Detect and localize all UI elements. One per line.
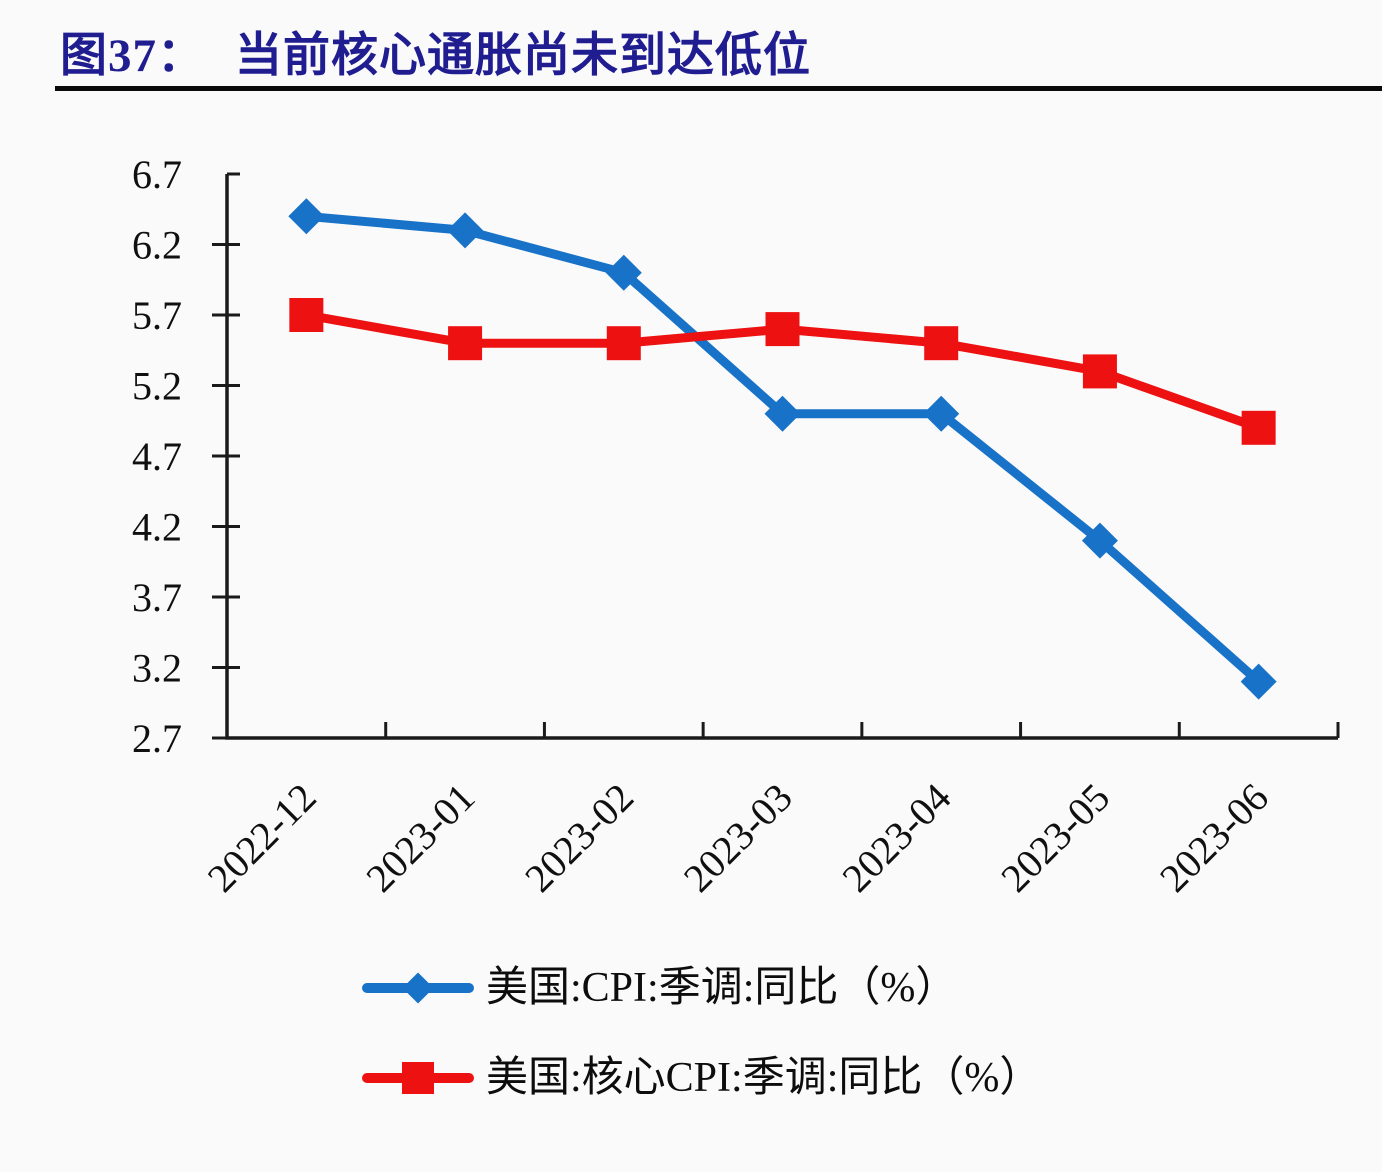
figure-title-text: 当前核心通胀尚未到达低位 xyxy=(235,30,811,82)
y-axis-tick-label: 5.7 xyxy=(132,293,182,338)
chart-legend: 美国:CPI:季调:同比（%） 美国:核心CPI:季调:同比（%） xyxy=(362,962,1041,1104)
legend-item-cpi: 美国:CPI:季调:同比（%） xyxy=(362,962,1041,1014)
legend-swatch-core-cpi xyxy=(362,1052,474,1104)
diamond-marker-icon xyxy=(764,395,801,432)
x-axis-tick-label: 2022-12 xyxy=(199,775,325,901)
x-axis-tick-label: 2023-03 xyxy=(675,775,801,901)
x-axis-tick-label: 2023-06 xyxy=(1151,775,1277,901)
legend-item-core-cpi: 美国:核心CPI:季调:同比（%） xyxy=(362,1052,1041,1104)
y-axis-tick-label: 4.7 xyxy=(132,434,182,479)
square-marker-icon xyxy=(924,326,959,361)
y-axis-tick-label: 3.2 xyxy=(132,646,182,691)
diamond-marker-icon xyxy=(447,212,484,249)
series-line-0 xyxy=(301,211,1264,687)
line-chart: 2.7 3.2 3.7 4.2 4.7 5.2 5.7 6.2 6.7 2022-12 2023-0… xyxy=(132,152,1340,901)
square-marker-icon xyxy=(289,298,324,332)
square-marker-icon xyxy=(448,326,483,361)
axis-lines xyxy=(225,174,1338,740)
blue-diamond-marker-icon xyxy=(402,972,434,1004)
y-axis-tick-label: 2.7 xyxy=(132,716,182,761)
legend-label-core-cpi: 美国:核心CPI:季调:同比（%） xyxy=(486,1055,1042,1101)
diamond-marker-icon xyxy=(1240,663,1277,700)
y-axis-tick-label: 6.2 xyxy=(132,223,182,268)
diamond-marker-icon xyxy=(923,395,960,432)
y-axis-tick-label: 5.2 xyxy=(132,364,182,409)
y-axis-tick-label: 3.7 xyxy=(132,575,182,620)
y-axis-tick-label: 6.7 xyxy=(132,152,182,197)
diamond-marker-icon xyxy=(605,254,642,291)
x-axis-tick-label: 2023-04 xyxy=(833,775,959,901)
figure-number-label: 图37： xyxy=(60,30,205,82)
square-marker-icon xyxy=(1241,410,1276,445)
line-chart-svg: 2.7 3.2 3.7 4.2 4.7 5.2 5.7 6.2 6.7 2022-12 2023-0… xyxy=(132,152,1340,901)
x-axis-tick-label: 2023-02 xyxy=(516,775,642,901)
diamond-marker-icon xyxy=(288,198,325,235)
x-axis-tick-label: 2023-01 xyxy=(357,775,483,901)
title-divider-rule xyxy=(55,86,1382,91)
y-axis-tick-label: 4.2 xyxy=(132,505,182,550)
square-marker-icon xyxy=(765,312,800,347)
x-axis-tick-label: 2023-05 xyxy=(992,775,1118,901)
square-marker-icon xyxy=(606,326,641,361)
square-marker-icon xyxy=(1082,354,1117,389)
diamond-marker-icon xyxy=(1081,522,1118,559)
legend-label-cpi: 美国:CPI:季调:同比（%） xyxy=(486,965,958,1011)
red-square-marker-icon xyxy=(402,1062,434,1094)
legend-swatch-cpi xyxy=(362,962,474,1014)
figure-title: 图37： 当前核心通胀尚未到达低位 xyxy=(60,16,811,85)
